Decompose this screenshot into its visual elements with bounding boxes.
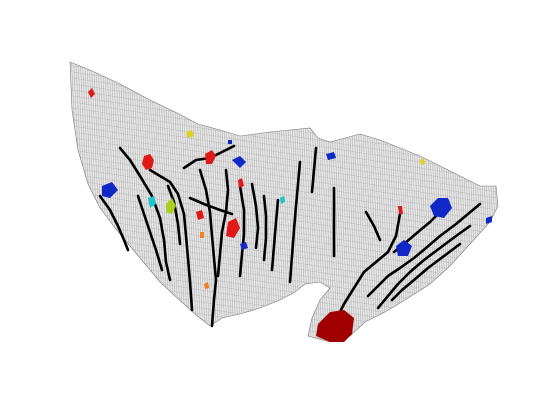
mesh-line	[60, 328, 510, 398]
mesh-line	[60, 298, 510, 368]
mesh-line	[60, 304, 510, 374]
mesh-line	[509, 50, 523, 350]
mesh-line	[60, 322, 510, 392]
mesh-line	[60, 358, 510, 420]
mesh-line	[60, 340, 510, 410]
mesh-line	[60, 346, 510, 416]
mesh-line	[502, 50, 516, 350]
mesh-line	[60, 316, 510, 386]
mesh-line	[507, 50, 521, 350]
mesh-line	[60, 352, 510, 420]
mesh-line	[500, 50, 514, 350]
mesh-line	[60, 310, 510, 380]
mesh-line	[498, 50, 512, 350]
patch-orange	[200, 232, 204, 238]
mesh-line	[60, 292, 510, 362]
mesh-line	[504, 50, 518, 350]
patch-blue	[228, 140, 232, 144]
mesh-line	[60, 334, 510, 404]
